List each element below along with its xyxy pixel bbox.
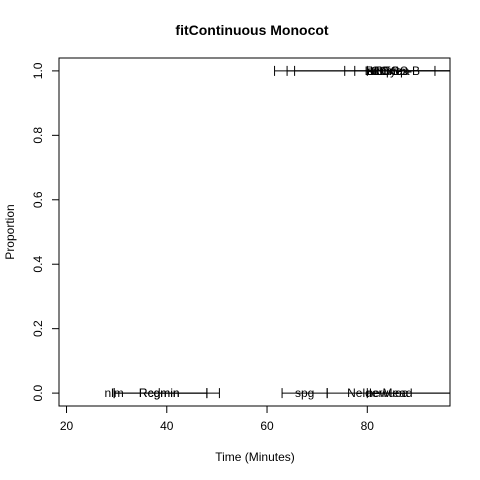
y-tick-label: 0.2 — [31, 320, 45, 337]
axes: 20 40 60 80 0.0 0.2 0.4 0.6 0.8 1.0 — [31, 62, 374, 433]
x-tick-label: 60 — [260, 419, 274, 433]
x-tick-label: 40 — [160, 419, 174, 433]
point-label: Rcgmin — [139, 386, 180, 400]
point-label: NelderMead — [347, 386, 412, 400]
point-label: spg — [295, 386, 314, 400]
y-tick-label: 0.0 — [31, 384, 45, 401]
chart-title: fitContinuous Monocot — [175, 22, 329, 38]
plot-area-frame — [58, 57, 451, 407]
point-label: CG — [371, 64, 389, 78]
x-tick-label: 80 — [361, 419, 375, 433]
y-tick-label: 0.6 — [31, 191, 45, 208]
y-tick-label: 1.0 — [31, 62, 45, 79]
y-tick-label: 0.8 — [31, 127, 45, 144]
y-tick-label: 0.4 — [31, 256, 45, 273]
x-axis-label: Time (Minutes) — [215, 450, 295, 464]
data-marks: nlmRcgminRcgminspgnewuoaNelderMeadL-BFGS… — [104, 64, 450, 400]
y-axis-label: Proportion — [3, 204, 17, 259]
x-tick-label: 20 — [60, 419, 74, 433]
